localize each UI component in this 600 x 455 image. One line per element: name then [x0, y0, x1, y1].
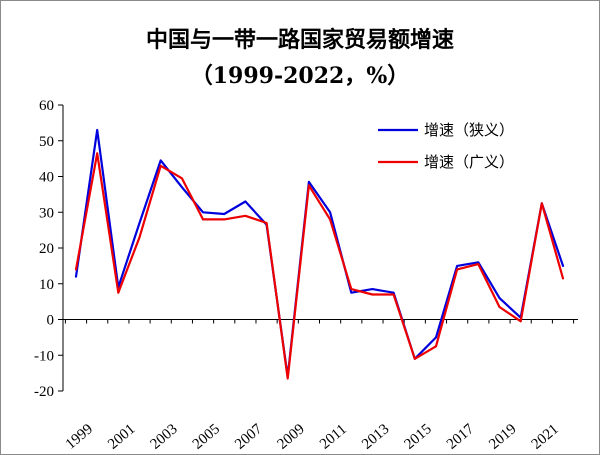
y-tick-label: 10 — [39, 277, 54, 293]
x-tick-label: 2011 — [317, 421, 350, 452]
x-tick-label: 2015 — [402, 421, 435, 453]
series-layer — [74, 128, 565, 380]
y-tick-label: 40 — [39, 170, 54, 186]
chart-title: 中国与一带一路国家贸易额增速 — [145, 27, 454, 53]
x-tick-label: 2009 — [275, 421, 308, 453]
x-tick-label: 2021 — [529, 421, 562, 453]
y-tick-label: 50 — [39, 134, 54, 150]
series-line-2 — [74, 152, 565, 380]
x-tick-label: 2017 — [444, 421, 478, 453]
y-tick-label: -20 — [34, 384, 54, 400]
y-tick-label: 20 — [39, 241, 54, 257]
y-tick-label: -10 — [34, 348, 54, 364]
series-line-1 — [74, 128, 565, 378]
legend-label-2: 增速（广义） — [424, 153, 514, 171]
x-tick-label: 1999 — [63, 421, 96, 453]
x-tick-label: 2019 — [486, 421, 519, 453]
chart-subtitle: （1999-2022，%） — [190, 63, 410, 89]
x-tick-label: 2013 — [359, 421, 392, 453]
legend-label-1: 增速（狭义） — [424, 121, 514, 139]
x-tick-label: 2001 — [105, 421, 138, 453]
y-tick-label: 30 — [39, 205, 54, 221]
y-tick-label: 60 — [39, 98, 54, 114]
y-tick-label: 0 — [47, 313, 55, 329]
x-tick-label: 2005 — [190, 421, 223, 453]
legend: 增速（狭义） 增速（广义） — [378, 121, 514, 171]
x-tick-label: 2003 — [147, 421, 180, 453]
x-tick-label: 2007 — [232, 421, 266, 453]
